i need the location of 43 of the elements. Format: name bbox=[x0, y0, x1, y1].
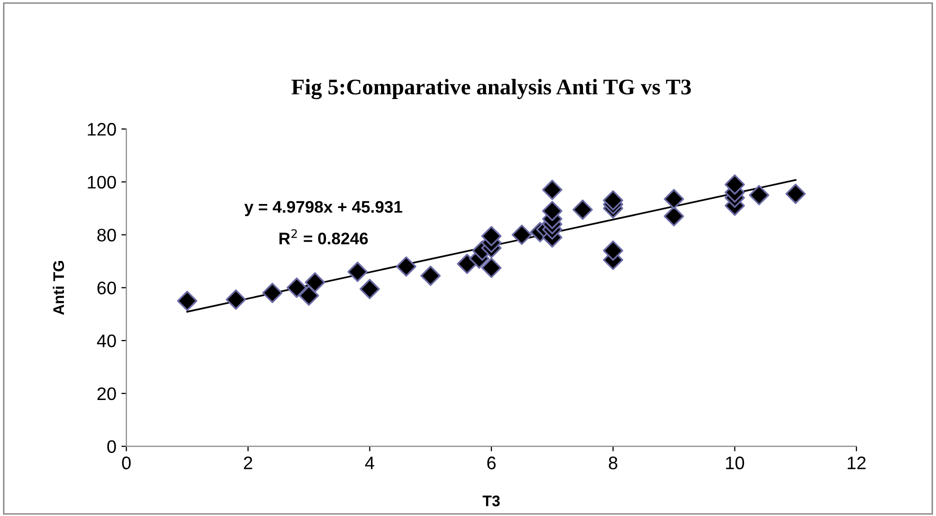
x-tick-label: 6 bbox=[487, 456, 496, 470]
chart-title: Fig 5:Comparative analysis Anti TG vs T3 bbox=[292, 78, 691, 100]
point bbox=[664, 188, 684, 210]
point bbox=[664, 206, 684, 226]
annotation: y = 4.9798x + 45.931 bbox=[244, 201, 402, 216]
point bbox=[481, 258, 502, 278]
point bbox=[512, 224, 532, 245]
point bbox=[572, 200, 593, 220]
y-tick-label: 120 bbox=[88, 122, 116, 136]
point bbox=[304, 272, 326, 293]
x-axis-title: T3 bbox=[482, 496, 500, 506]
x-tick-label: 8 bbox=[608, 456, 618, 470]
y-tick-label: 0 bbox=[107, 440, 116, 454]
point bbox=[396, 256, 416, 277]
point bbox=[542, 180, 562, 200]
x-tick-label: 10 bbox=[726, 456, 744, 470]
point bbox=[602, 190, 624, 211]
point bbox=[456, 254, 478, 274]
y-tick-label: 80 bbox=[97, 228, 116, 242]
x-tick-label: 12 bbox=[848, 456, 866, 470]
x-tick-label: 4 bbox=[365, 456, 374, 470]
point bbox=[724, 174, 745, 195]
x-tick-label: 0 bbox=[122, 456, 131, 470]
point bbox=[177, 290, 198, 312]
y-axis-title: Anti TG bbox=[52, 261, 64, 315]
point bbox=[286, 278, 307, 298]
point bbox=[785, 184, 806, 204]
point bbox=[420, 266, 441, 286]
point bbox=[602, 240, 624, 261]
y-tick-label: 40 bbox=[96, 334, 116, 348]
point bbox=[542, 200, 562, 222]
annotation: R$^{2}$ = 0.8246 bbox=[280, 229, 368, 244]
y-tick-label: 60 bbox=[97, 282, 116, 294]
y-tick-label: 100 bbox=[88, 176, 116, 189]
point bbox=[481, 226, 502, 246]
point bbox=[262, 282, 283, 304]
y-tick-label: 20 bbox=[97, 387, 116, 400]
point bbox=[347, 262, 368, 282]
point bbox=[298, 285, 320, 306]
point bbox=[748, 184, 770, 206]
point bbox=[360, 278, 380, 300]
point bbox=[226, 289, 246, 310]
x-tick-label: 2 bbox=[244, 456, 252, 470]
